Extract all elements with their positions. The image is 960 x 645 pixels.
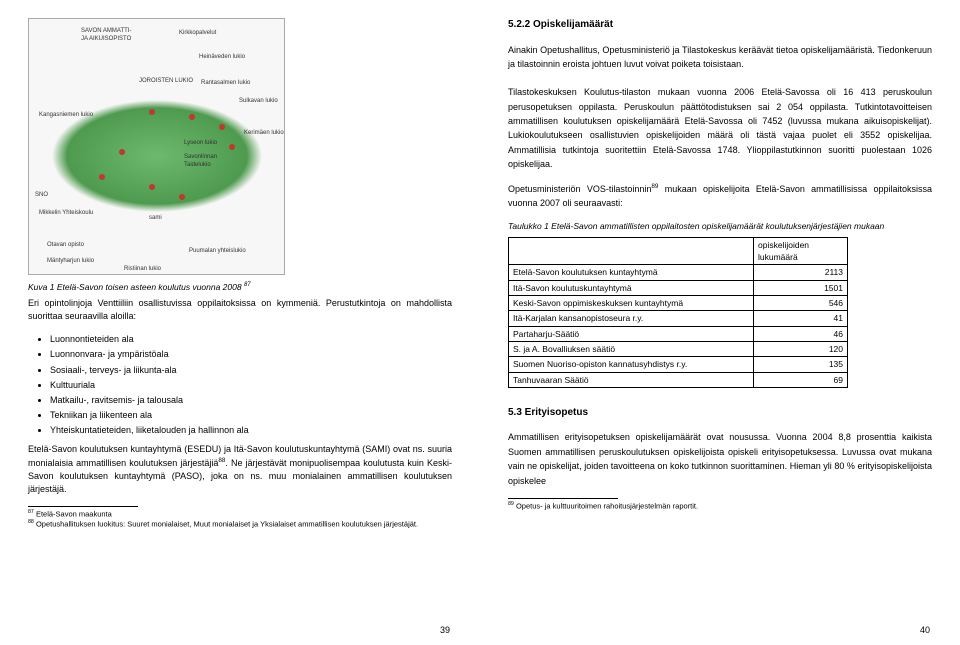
- table-cell-name: Suomen Nuoriso-opiston kannatusyhdistys …: [509, 357, 754, 372]
- list-item: Tekniikan ja liikenteen ala: [50, 409, 452, 422]
- map-label: Kangasniemen lukio: [39, 111, 93, 120]
- table-cell-name: Itä-Savon koulutuskuntayhtymä: [509, 280, 754, 295]
- table-head-count: opiskelijoiden lukumäärä: [754, 237, 848, 265]
- after-bullets-paragraph: Etelä-Savon koulutuksen kuntayhtymä (ESE…: [28, 443, 452, 496]
- map-label: Mäntyharjun lukio: [47, 257, 94, 266]
- table-cell-name: S. ja A. Bovalliuksen säätiö: [509, 341, 754, 356]
- map-label: JOROISTEN LUKIO: [139, 77, 193, 86]
- map-label: sami: [149, 214, 162, 223]
- paragraph-4: Ammatillisen erityisopetuksen opiskelija…: [508, 430, 932, 488]
- footnote-89: Opetus- ja kulttuuritoimen rahoitusjärje…: [516, 501, 698, 510]
- table-cell-count: 46: [754, 326, 848, 341]
- table-row: Suomen Nuoriso-opiston kannatusyhdistys …: [509, 357, 848, 372]
- paragraph-3: Opetusministeriön VOS-tilastoinnin89 muk…: [508, 182, 932, 211]
- map-label: SNO: [35, 191, 48, 200]
- list-item: Luonnonvara- ja ympäristöala: [50, 348, 452, 361]
- map-label: Puumalan yhteislukio: [189, 247, 246, 256]
- table-cell-name: Etelä-Savon koulutuksen kuntayhtymä: [509, 265, 754, 280]
- map-label: Lyseon lukio: [184, 139, 217, 148]
- table-cell-count: 2113: [754, 265, 848, 280]
- list-item: Sosiaali-, terveys- ja liikunta-ala: [50, 364, 452, 377]
- footnotes-left: 87 Etelä-Savon maakunta 88 Opetushallitu…: [28, 509, 452, 530]
- page-right: 5.2.2 Opiskelijamäärät Ainakin Opetushal…: [480, 0, 960, 645]
- list-item: Luonnontieteiden ala: [50, 333, 452, 346]
- table-row: Etelä-Savon koulutuksen kuntayhtymä2113: [509, 265, 848, 280]
- table-row: Tanhuvaaran Säätiö69: [509, 372, 848, 387]
- figure-caption: Kuva 1 Etelä-Savon toisen asteen koulutu…: [28, 281, 452, 293]
- list-item: Matkailu-, ravitsemis- ja talousala: [50, 394, 452, 407]
- student-counts-table: opiskelijoiden lukumäärä Etelä-Savon kou…: [508, 237, 848, 388]
- map-marker: [149, 109, 155, 115]
- map-marker: [149, 184, 155, 190]
- list-item: Kulttuuriala: [50, 379, 452, 392]
- table-cell-count: 69: [754, 372, 848, 387]
- table-row: Itä-Savon koulutuskuntayhtymä1501: [509, 280, 848, 295]
- paragraph-2: Tilastokeskuksen Koulutus-tilaston mukaa…: [508, 85, 932, 171]
- table-row: Itä-Karjalan kansanopistoseura r.y.41: [509, 311, 848, 326]
- map-marker: [99, 174, 105, 180]
- map-marker: [179, 194, 185, 200]
- list-item: Yhteiskuntatieteiden, liiketalouden ja h…: [50, 424, 452, 437]
- map-marker: [229, 144, 235, 150]
- map-label: Taidelukio: [184, 161, 211, 170]
- table-cell-name: Tanhuvaaran Säätiö: [509, 372, 754, 387]
- table-cell-count: 546: [754, 295, 848, 310]
- table-cell-name: Keski-Savon oppimiskeskuksen kuntayhtymä: [509, 295, 754, 310]
- table-cell-count: 41: [754, 311, 848, 326]
- footnote-87: Etelä-Savon maakunta: [36, 509, 112, 518]
- table-head-blank: [509, 237, 754, 265]
- page-left: SAVON AMMATTI-JA AIKUISOPISTOKirkkopalve…: [0, 0, 480, 645]
- figure-caption-text: Kuva 1 Etelä-Savon toisen asteen koulutu…: [28, 282, 242, 292]
- study-fields-list: Luonnontieteiden ala Luonnonvara- ja ympä…: [28, 333, 452, 436]
- page-number-right: 40: [920, 624, 930, 637]
- page-number-left: 39: [440, 624, 450, 637]
- map-label: Sulkavan lukio: [239, 97, 278, 106]
- studylines-intro: Eri opintolinjoja Venttiiliin osallistuv…: [28, 297, 452, 323]
- heading-522: 5.2.2 Opiskelijamäärät: [508, 18, 932, 33]
- table-row: Keski-Savon oppimiskeskuksen kuntayhtymä…: [509, 295, 848, 310]
- map-label: Kirkkopalvelut: [179, 29, 216, 38]
- table-cell-count: 1501: [754, 280, 848, 295]
- map-marker: [189, 114, 195, 120]
- footnote-separator: [28, 506, 138, 507]
- table-cell-name: Partaharju-Säätiö: [509, 326, 754, 341]
- map-label: JA AIKUISOPISTO: [81, 35, 131, 44]
- table-row: Partaharju-Säätiö46: [509, 326, 848, 341]
- footnote-separator-right: [508, 498, 618, 499]
- map-figure: SAVON AMMATTI-JA AIKUISOPISTOKirkkopalve…: [28, 18, 285, 275]
- footnotes-right: 89 Opetus- ja kulttuuritoimen rahoitusjä…: [508, 501, 932, 511]
- table-row: S. ja A. Bovalliuksen säätiö120: [509, 341, 848, 356]
- heading-53: 5.3 Erityisopetus: [508, 406, 932, 421]
- footnote-88: Opetushallituksen luokitus: Suuret monia…: [36, 520, 418, 529]
- table-cell-count: 120: [754, 341, 848, 356]
- map-label: Rantasalmen lukio: [201, 79, 250, 88]
- table-caption: Taulukko 1 Etelä-Savon ammatillisten opp…: [508, 220, 932, 232]
- map-marker: [119, 149, 125, 155]
- map-label: Mikkelin Yhteiskoulu: [39, 209, 93, 218]
- figure-caption-fn: 87: [244, 282, 251, 288]
- table-cell-count: 135: [754, 357, 848, 372]
- map-label: Otavan opisto: [47, 241, 84, 250]
- map-marker: [219, 124, 225, 130]
- map-label: Kerimäen lukio: [244, 129, 284, 138]
- map-label: Ristiinan lukio: [124, 265, 161, 274]
- map-label: Heinäveden lukio: [199, 53, 245, 62]
- table-cell-name: Itä-Karjalan kansanopistoseura r.y.: [509, 311, 754, 326]
- paragraph-1: Ainakin Opetushallitus, Opetusministeriö…: [508, 43, 932, 72]
- paragraph-3a: Opetusministeriön VOS-tilastoinnin: [508, 184, 651, 194]
